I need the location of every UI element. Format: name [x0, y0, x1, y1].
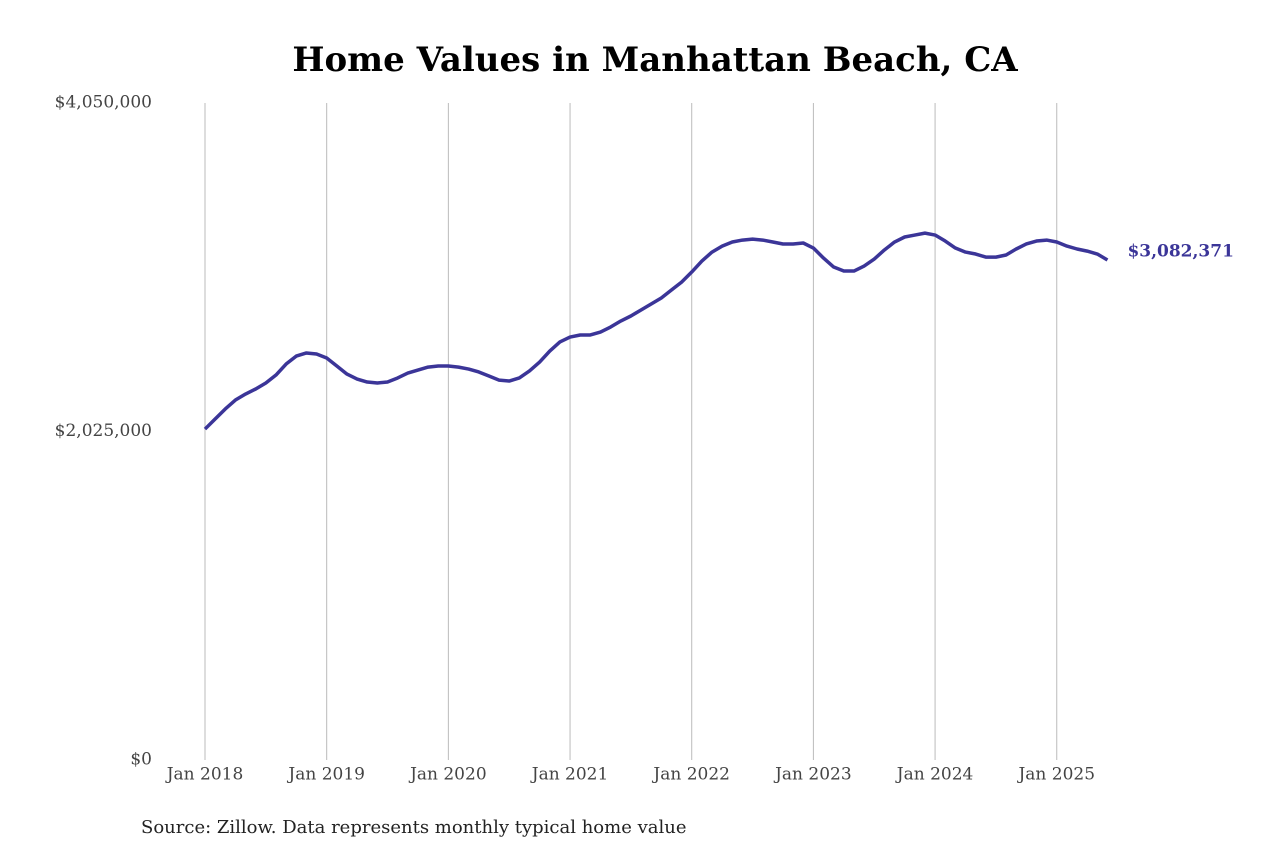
source-note: Source: Zillow. Data represents monthly … [141, 817, 687, 838]
line [203, 231, 1109, 431]
y-tick-label: $4,050,000 [55, 93, 152, 113]
chart-title: Home Values in Manhattan Beach, CA [292, 40, 1018, 80]
value-label: $3,082,371 [1127, 241, 1233, 261]
x-tick-label: Jan 2024 [895, 765, 974, 785]
x-tick-label: Jan 2025 [1016, 765, 1095, 785]
x-tick-label: Jan 2023 [773, 765, 852, 785]
y-tick-label: $0 [130, 750, 152, 770]
x-tick-label: Jan 2022 [651, 765, 730, 785]
y-tick-label: $2,025,000 [55, 421, 152, 441]
x-tick-label: Jan 2019 [286, 765, 365, 785]
x-tick-label: Jan 2018 [165, 765, 244, 785]
x-tick-label: Jan 2021 [530, 765, 609, 785]
x-tick-label: Jan 2020 [408, 765, 487, 785]
